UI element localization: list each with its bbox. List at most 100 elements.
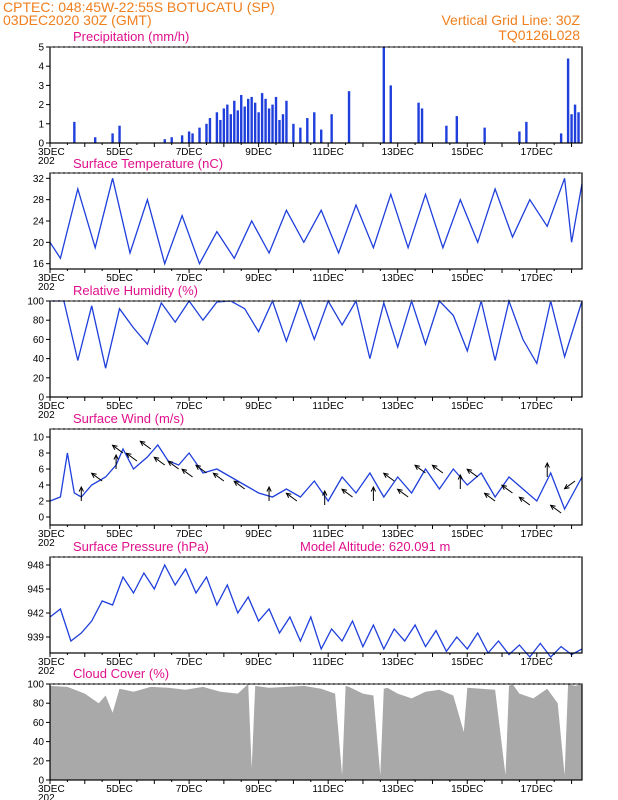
precip-bar: [577, 112, 580, 143]
wind-arrow: [432, 464, 444, 474]
y-tick-label: 945: [27, 585, 44, 596]
precip-bar: [278, 119, 281, 143]
precip-bar: [222, 108, 226, 143]
precip-bar: [264, 98, 267, 143]
precip-bar: [198, 127, 201, 143]
precip-bar: [559, 133, 563, 143]
x-tick-label: 11DEC: [312, 657, 344, 668]
x-tick-label: 7DEC: [176, 529, 203, 540]
year-label: 202: [38, 156, 55, 167]
wind-arrow-head: [125, 452, 132, 458]
x-tick-label: 3DEC: [38, 401, 65, 412]
wind-arrow: [550, 504, 562, 514]
x-tick-label: 9DEC: [245, 657, 272, 668]
precip-bar: [292, 123, 295, 143]
wind-arrow-head: [113, 453, 119, 460]
precip-bar: [281, 114, 285, 143]
wind-arrow: [519, 496, 531, 506]
precip-bar: [299, 127, 302, 143]
x-tick-label: 17DEC: [521, 529, 553, 540]
y-tick-label: 80: [33, 699, 45, 710]
precip-bar: [347, 91, 351, 143]
wind-arrow-head: [139, 440, 146, 446]
y-tick-label: 40: [33, 354, 45, 365]
wind-arrow: [233, 480, 246, 490]
x-tick-label: 11DEC: [312, 401, 344, 412]
y-tick-label: 28: [33, 195, 45, 206]
y-tick-label: 2: [38, 100, 44, 111]
y-tick-label: 32: [33, 174, 45, 185]
wind-arrow: [484, 492, 496, 502]
x-tick-label: 9DEC: [245, 529, 272, 540]
panel-cloud: 0 20 40 60 80 100 3DEC 5DEC 7DEC 9DEC 11DEC 13DEC 15…: [27, 666, 583, 800]
precip-bar: [205, 123, 208, 143]
wind-arrow-head: [266, 485, 272, 492]
wind-arrow-head: [90, 472, 97, 478]
wind-arrow: [112, 444, 124, 454]
y-tick-label: 1: [38, 119, 44, 130]
wind-arrow: [91, 472, 103, 482]
y-tick-label: 5: [38, 43, 44, 54]
x-tick-label: 9DEC: [245, 401, 272, 412]
x-tick-label: 13DEC: [382, 657, 414, 668]
wind-arrow: [383, 472, 395, 482]
x-tick-label: 13DEC: [382, 529, 414, 540]
wind-arrow: [195, 464, 207, 474]
wind-arrow-head: [153, 456, 160, 462]
x-tick-label: 15DEC: [451, 657, 483, 668]
y-tick-label: 3: [38, 81, 44, 92]
precip-bar: [233, 100, 236, 143]
wind-arrow-head: [518, 496, 525, 502]
x-tick-label: 15DEC: [451, 784, 483, 795]
y-tick-label: 100: [27, 680, 44, 691]
precip-bar: [274, 96, 278, 143]
precip-bar: [118, 125, 121, 143]
panels: 0 1 2 3 4 5 3DEC 5DEC 7DEC 9DEC 11DEC 13DEC 15DEC 17D…: [27, 29, 583, 800]
model-code: TQ0126L028: [498, 27, 580, 43]
y-tick-label: 2: [38, 497, 44, 508]
year-label: 202: [38, 538, 55, 549]
y-tick-label: 6: [38, 465, 44, 476]
year-label: 202: [38, 282, 55, 293]
y-tick-label: 4: [38, 481, 44, 492]
wind-arrow-head: [501, 484, 507, 490]
precip-bar: [330, 114, 333, 143]
panel-pressure: 939 942 945 948 3DEC 5DEC 7DEC 9DEC 11DEC 13DEC 15…: [27, 539, 583, 677]
x-tick-label: 3DEC: [38, 784, 65, 795]
precip-bar: [257, 112, 260, 143]
y-tick-label: 10: [33, 433, 45, 444]
wind-arrow-head: [483, 492, 490, 498]
precip-bar: [570, 114, 573, 143]
x-tick-label: 11DEC: [312, 273, 344, 284]
y-tick-label: 80: [33, 316, 45, 327]
x-tick-label: 7DEC: [176, 273, 203, 284]
wind-arrow: [466, 468, 478, 478]
wind-arrow-head: [549, 504, 556, 510]
x-tick-label: 13DEC: [382, 273, 414, 284]
cloud-area: [50, 684, 582, 780]
y-tick-label: 939: [27, 633, 44, 644]
temp-line: [49, 178, 583, 266]
x-tick-label: 5DEC: [106, 784, 133, 795]
x-tick-label: 9DEC: [245, 784, 272, 795]
rh-title: Relative Humidity (%): [73, 283, 198, 298]
precip-bar: [219, 119, 222, 143]
rh-frame: [49, 300, 583, 398]
precip-bar: [389, 85, 392, 143]
y-tick-label: 24: [33, 217, 45, 228]
x-tick-label: 3DEC: [38, 529, 65, 540]
year-label: 202: [38, 793, 55, 800]
precip-title: Precipitation (mm/h): [73, 29, 189, 44]
x-tick-label: 3DEC: [38, 273, 65, 284]
x-tick-label: 15DEC: [451, 273, 483, 284]
year-label: 202: [38, 666, 55, 677]
cloud-title: Cloud Cover (%): [73, 666, 169, 681]
wind-arrow: [564, 480, 576, 490]
x-tick-label: 13DEC: [382, 401, 414, 412]
wind-arrow: [181, 468, 193, 478]
wind-arrow-head: [322, 489, 328, 496]
year-label: 202: [38, 410, 55, 421]
precip-bar: [566, 58, 570, 143]
wind-arrow: [501, 484, 513, 494]
